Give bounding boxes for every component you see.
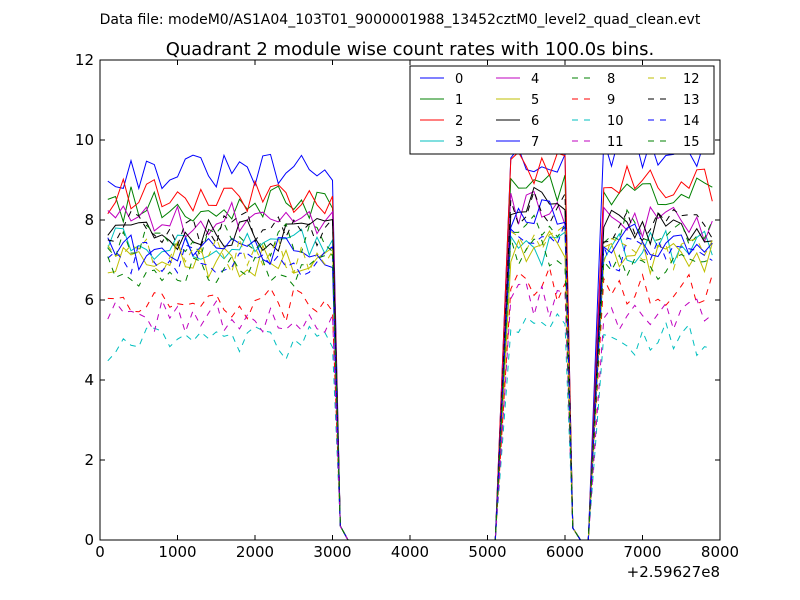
legend-label-14: 14 [683,114,700,129]
legend-label-5: 5 [531,93,539,108]
legend-label-10: 10 [607,114,624,129]
legend-label-3: 3 [455,135,463,150]
x-tick-label: 0 [95,543,105,561]
series-line-15 [107,237,713,541]
legend-label-6: 6 [531,114,539,129]
series-layer [107,134,713,541]
legend-label-0: 0 [455,72,463,87]
legend-box [409,65,715,155]
series-line-13 [107,189,713,541]
legend-label-4: 4 [531,72,539,87]
y-tick-label: 6 [84,291,94,309]
legend-label-13: 13 [683,93,700,108]
series-line-12 [107,224,713,541]
series-line-14 [107,222,713,541]
x-tick-label: 3000 [313,543,351,561]
x-tick-label: 5000 [468,543,506,561]
y-tick-label: 12 [75,51,94,69]
x-tick-label: 1000 [158,543,196,561]
legend-label-8: 8 [607,72,615,87]
legend-label-15: 15 [683,135,700,150]
y-tick-label: 2 [84,451,94,469]
series-line-5 [107,230,713,541]
legend-label-7: 7 [531,135,539,150]
y-tick-label: 8 [84,211,94,229]
y-tick-label: 4 [84,371,94,389]
series-line-2 [107,151,713,541]
legend-label-9: 9 [607,93,615,108]
x-tick-label: 2000 [236,543,274,561]
x-tick-label: 4000 [391,543,429,561]
x-offset-label: +2.59627e8 [627,563,720,581]
y-tick-label: 0 [84,531,94,549]
x-tick-label: 6000 [546,543,584,561]
legend-label-11: 11 [607,135,624,150]
series-line-4 [107,190,713,541]
series-line-3 [107,227,713,541]
x-tick-label: 8000 [701,543,739,561]
tick-layer: 0 1000 2000 3000 4000 5000 6000 7000 80000246810… [75,51,739,561]
series-line-9 [107,265,713,541]
series-line-6 [107,186,713,541]
legend-label-2: 2 [455,114,463,129]
chart-title: Quadrant 2 module wise count rates with … [166,39,655,60]
series-line-11 [107,283,713,541]
x-tick-label: 7000 [623,543,661,561]
y-tick-label: 10 [75,131,94,149]
legend-label-1: 1 [455,93,463,108]
chart-suptitle: Data file: modeM0/AS1A04_103T01_90000019… [100,12,701,28]
series-line-10 [107,312,713,541]
legend-label-12: 12 [683,72,700,87]
